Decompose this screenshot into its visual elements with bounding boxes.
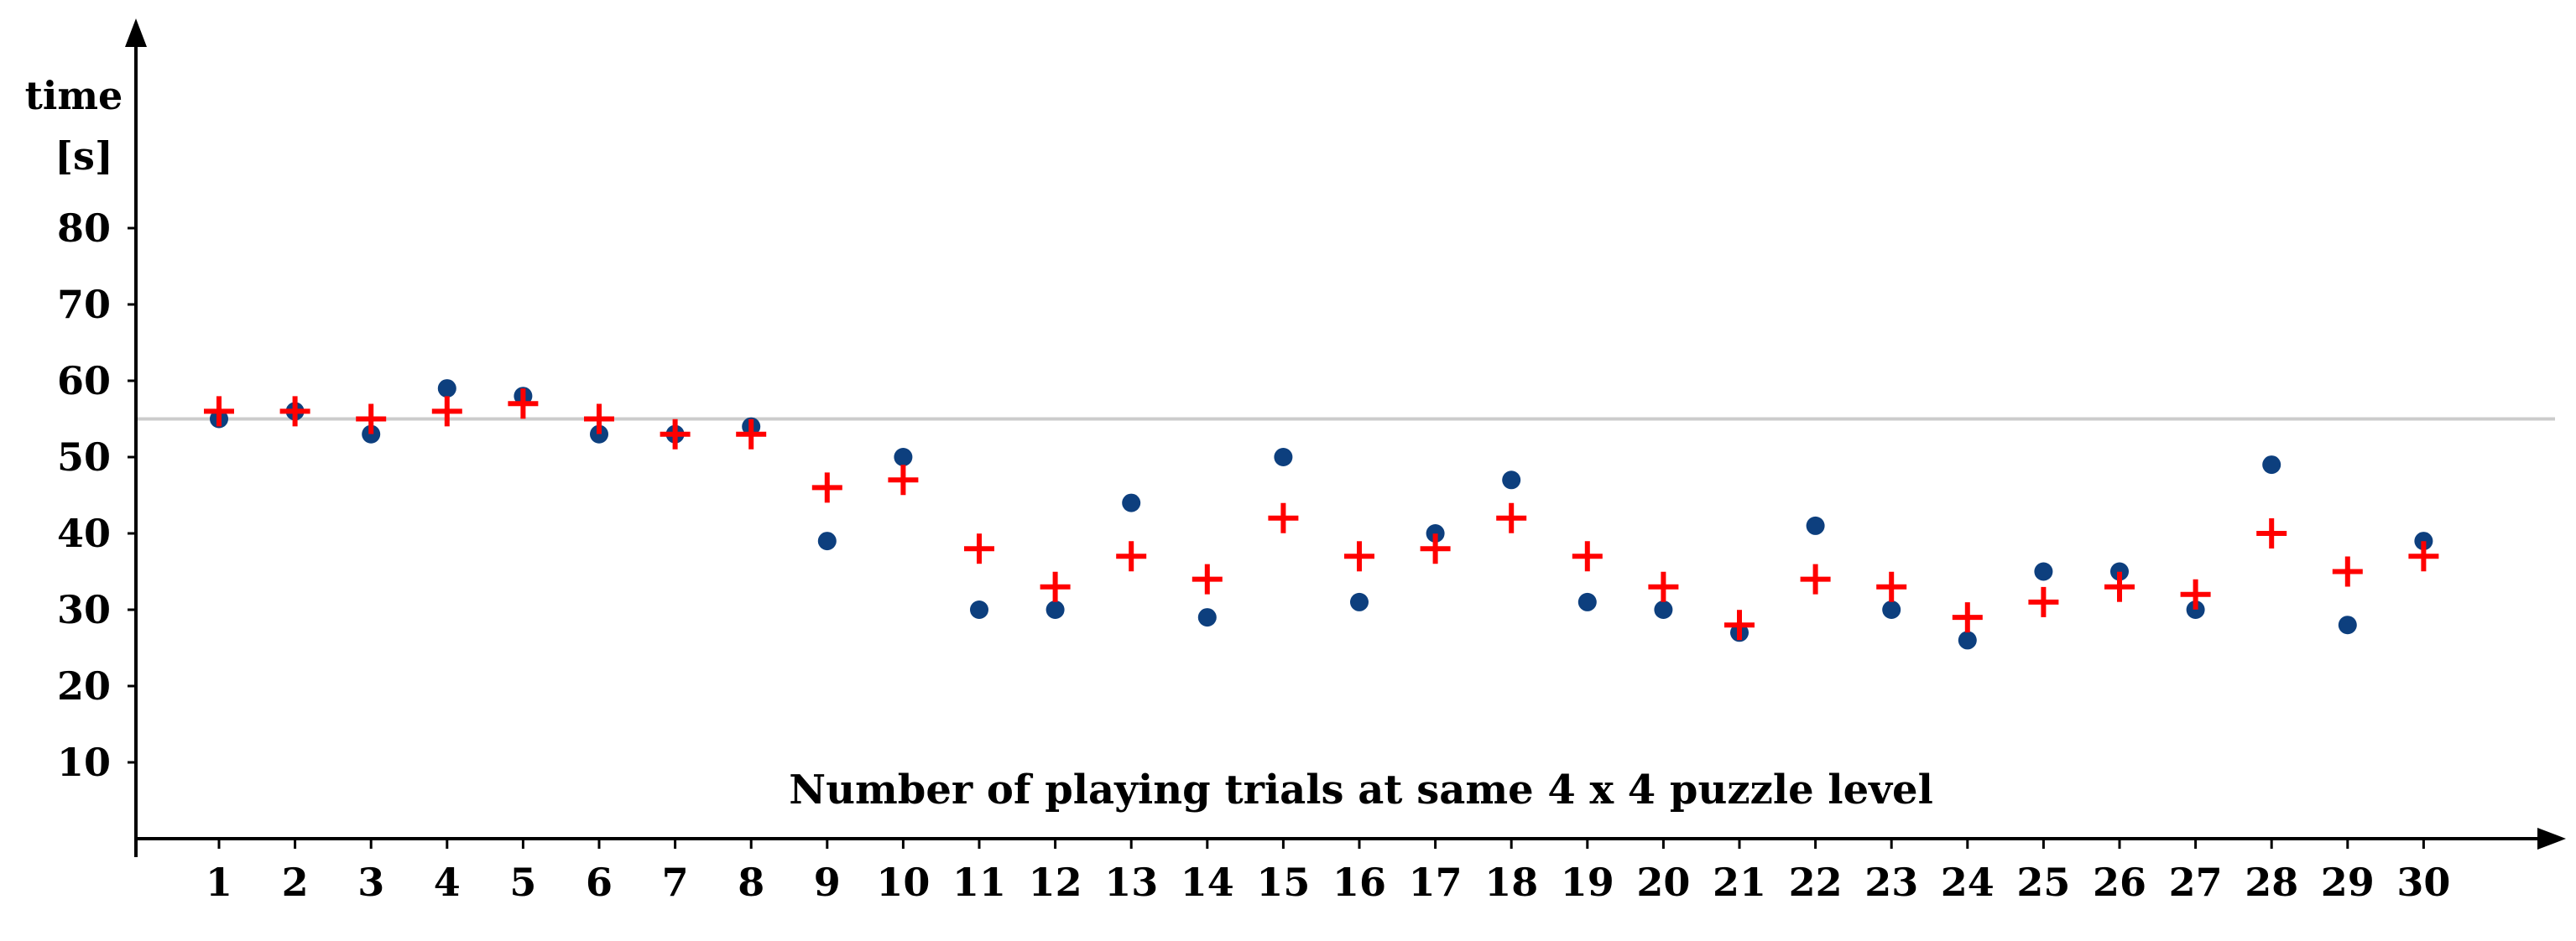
- x-tick-label: 12: [1029, 860, 1082, 905]
- data-point-plus: [1572, 541, 1603, 572]
- data-point-circle: [2414, 532, 2433, 551]
- y-tick-label: 40: [57, 511, 111, 556]
- data-point-circle: [1274, 448, 1293, 466]
- y-tick-label: 70: [57, 282, 111, 327]
- data-point-plus: [2408, 541, 2439, 572]
- x-tick-label: 6: [586, 860, 613, 905]
- x-tick-label: 30: [2396, 860, 2450, 905]
- data-point-circle: [1502, 470, 1521, 490]
- x-tick-label: 25: [2016, 860, 2070, 905]
- data-point-plus: [356, 403, 387, 434]
- x-tick-label: 15: [1256, 860, 1310, 905]
- x-tick-label: 7: [662, 860, 689, 905]
- data-point-circle: [1882, 600, 1901, 619]
- data-point-circle: [1654, 600, 1673, 619]
- data-point-plus: [1800, 564, 1831, 595]
- y-axis-label-line1: time: [25, 73, 123, 118]
- data-point-plus: [2028, 586, 2059, 617]
- x-tick-label: 22: [1789, 860, 1843, 905]
- x-tick-label: 28: [2245, 860, 2298, 905]
- data-point-circle: [817, 532, 837, 551]
- data-point-plus: [279, 396, 310, 427]
- x-tick-label: 24: [1941, 860, 1995, 905]
- y-axis-arrow: [125, 18, 147, 47]
- x-tick-label: 21: [1713, 860, 1766, 905]
- data-point-plus: [1724, 610, 1755, 641]
- x-tick-label: 16: [1332, 860, 1386, 905]
- data-point-circle: [1577, 592, 1597, 611]
- x-tick-label: 26: [2093, 860, 2146, 905]
- data-point-plus: [508, 388, 539, 419]
- y-tick-label: 30: [57, 587, 111, 632]
- x-tick-label: 4: [434, 860, 461, 905]
- data-point-plus: [431, 396, 462, 427]
- x-tick-label: 29: [2321, 860, 2375, 905]
- data-point-circle: [1122, 493, 1141, 512]
- data-point-plus: [2332, 556, 2363, 587]
- data-point-circle: [1426, 524, 1445, 543]
- x-tick-label: 23: [1864, 860, 1918, 905]
- y-tick-label: 10: [57, 740, 111, 785]
- x-tick-label: 20: [1636, 860, 1690, 905]
- y-axis-label-line2: [s]: [55, 133, 112, 179]
- x-tick-label: 1: [206, 860, 232, 905]
- x-tick-label: 19: [1561, 860, 1614, 905]
- y-tick-label: 80: [57, 205, 111, 251]
- data-point-plus: [584, 403, 614, 434]
- data-point-circle: [1958, 631, 1977, 650]
- data-point-circle: [1806, 516, 1825, 535]
- x-tick-label: 14: [1181, 860, 1234, 905]
- data-point-plus: [1648, 571, 1679, 602]
- data-point-plus: [1116, 541, 1147, 572]
- x-tick-label: 9: [814, 860, 841, 905]
- y-tick-label: 50: [57, 434, 111, 480]
- data-point-plus: [2180, 579, 2211, 610]
- x-tick-label: 13: [1104, 860, 1158, 905]
- data-point-circle: [2262, 455, 2281, 475]
- data-point-plus: [1496, 502, 1527, 533]
- data-point-circle: [437, 379, 456, 398]
- data-point-circle: [2034, 562, 2053, 581]
- x-tick-label: 5: [509, 860, 536, 905]
- data-point-plus: [811, 472, 842, 503]
- data-point-plus: [1268, 502, 1299, 533]
- data-point-circle: [894, 448, 913, 466]
- data-point-plus: [1344, 541, 1374, 572]
- data-point-circle: [1350, 592, 1369, 611]
- data-point-plus: [964, 533, 994, 564]
- data-point-circle: [590, 424, 608, 444]
- data-point-circle: [1046, 600, 1065, 619]
- x-tick-label: 17: [1409, 860, 1463, 905]
- data-point-circle: [362, 424, 381, 444]
- y-tick-label: 60: [57, 358, 111, 403]
- x-axis-arrow: [2537, 828, 2566, 850]
- data-point-plus: [2104, 571, 2135, 602]
- data-point-plus: [736, 419, 767, 450]
- y-tick-label: 20: [57, 663, 111, 709]
- data-point-plus: [2256, 518, 2287, 548]
- data-point-plus: [888, 465, 919, 496]
- x-tick-label: 8: [738, 860, 764, 905]
- data-point-plus: [1040, 571, 1071, 602]
- x-tick-label: 10: [876, 860, 930, 905]
- data-point-plus: [1876, 571, 1907, 602]
- data-point-plus: [1420, 533, 1451, 564]
- x-axis-label: Number of playing trials at same 4 x 4 p…: [789, 767, 1933, 814]
- x-tick-label: 18: [1484, 860, 1538, 905]
- x-tick-label: 3: [357, 860, 384, 905]
- data-point-circle: [2186, 600, 2205, 619]
- x-tick-label: 2: [282, 860, 309, 905]
- data-point-circle: [970, 600, 988, 619]
- data-point-circle: [2338, 616, 2357, 635]
- data-point-circle: [1197, 608, 1217, 627]
- data-point-plus: [1952, 602, 1983, 633]
- data-point-plus: [1192, 564, 1223, 595]
- x-tick-label: 11: [952, 860, 1006, 905]
- x-tick-label: 27: [2169, 860, 2223, 905]
- data-point-plus: [204, 396, 234, 427]
- data-point-circle: [2110, 562, 2129, 581]
- data-point-plus: [660, 419, 691, 450]
